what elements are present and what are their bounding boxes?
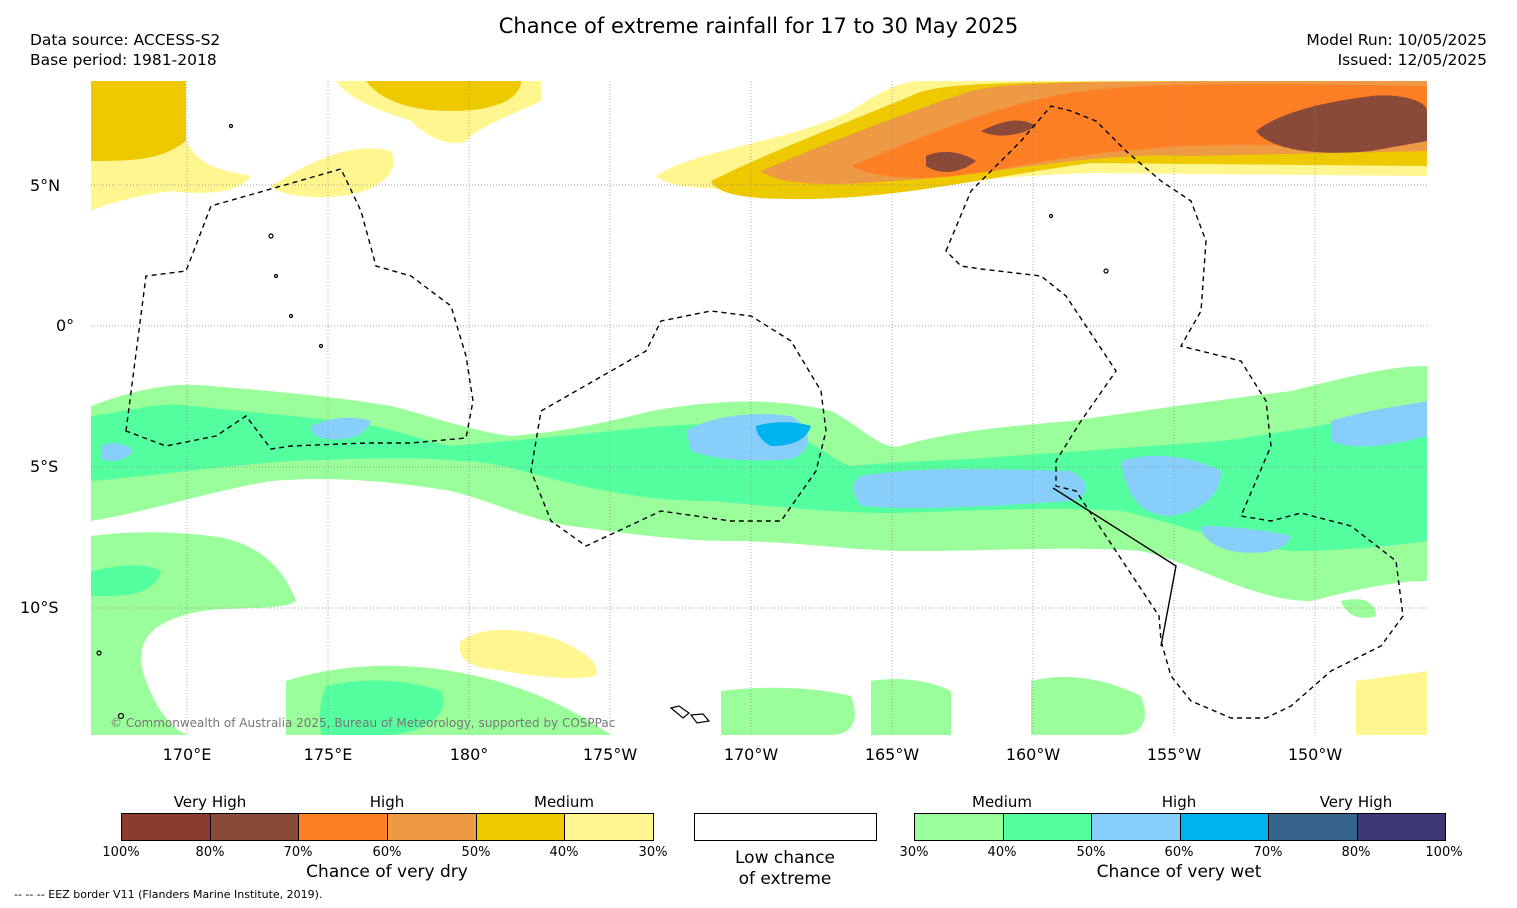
wet-tick-3: 60%	[1164, 845, 1194, 860]
dry-tick-2: 70%	[283, 845, 313, 860]
wet-tick-5: 80%	[1341, 845, 1371, 860]
dry-tick-6: 30%	[638, 845, 668, 860]
lon-label-150w: 150°W	[1287, 745, 1343, 764]
wet-swatch-4	[1269, 814, 1358, 840]
dry-swatch-4	[476, 814, 566, 840]
lat-label-5n: 5°N	[30, 176, 61, 195]
lon-label-180: 180°	[449, 745, 489, 764]
dry-tick-0: 100%	[102, 845, 140, 860]
lat-label-10s: 10°S	[20, 598, 59, 617]
lon-label-155w: 155°W	[1146, 745, 1202, 764]
dry-regions	[91, 81, 1427, 735]
dry-tick-3: 60%	[372, 845, 402, 860]
lat-label-0: 0°	[56, 316, 75, 335]
wet-tick-0: 30%	[899, 845, 929, 860]
dry-swatch-5	[565, 814, 654, 840]
dry-swatch-3	[388, 814, 477, 840]
page-title: Chance of extreme rainfall for 17 to 30 …	[498, 14, 1019, 38]
low-chance-line1: Low chance	[735, 848, 835, 868]
wet-regions	[91, 366, 1427, 735]
wet-tick-4: 70%	[1253, 845, 1283, 860]
dry-swatch-2	[299, 814, 389, 840]
model-run: Model Run: 10/05/2025	[1306, 31, 1487, 49]
dry-tick-1: 80%	[195, 845, 225, 860]
run-info: Model Run: 10/05/2025 Issued: 12/05/2025	[1306, 30, 1487, 70]
lat-label-5s: 5°S	[30, 457, 59, 476]
wet-swatch-1	[1003, 814, 1092, 840]
dry-swatch-1	[210, 814, 300, 840]
lon-label-170e: 170°E	[162, 745, 212, 764]
wet-swatch-0	[915, 814, 1004, 840]
dry-caption: Chance of very dry	[306, 862, 468, 882]
wet-caption: Chance of very wet	[1096, 862, 1262, 882]
lon-label-175e: 175°E	[303, 745, 353, 764]
dry-tick-5: 40%	[549, 845, 579, 860]
wet-level-very-high: Very High	[1319, 793, 1393, 811]
lon-label-160w: 160°W	[1005, 745, 1061, 764]
wet-tick-2: 50%	[1076, 845, 1106, 860]
lon-label-165w: 165°W	[864, 745, 920, 764]
data-info: Data source: ACCESS-S2 Base period: 1981…	[30, 30, 220, 70]
wet-tick-6: 100%	[1425, 845, 1463, 860]
region-line	[1052, 487, 1177, 647]
low-chance-caption: Low chance of extreme	[735, 848, 835, 890]
dry-level-very-high: Very High	[173, 793, 247, 811]
map-copyright: © Commonwealth of Australia 2025, Bureau…	[110, 716, 616, 730]
wet-swatch-5	[1357, 814, 1445, 840]
wet-swatch-2	[1092, 814, 1181, 840]
issued-date: Issued: 12/05/2025	[1337, 51, 1487, 69]
eez-borders	[125, 105, 1404, 719]
lon-label-170w: 170°W	[723, 745, 779, 764]
wet-level-medium: Medium	[972, 793, 1032, 811]
low-chance-swatch	[694, 813, 877, 841]
low-chance-line2: of extreme	[738, 869, 832, 889]
dry-tick-4: 50%	[461, 845, 491, 860]
wet-swatch-3	[1180, 814, 1269, 840]
wet-tick-1: 40%	[987, 845, 1017, 860]
base-period: Base period: 1981-2018	[30, 51, 217, 69]
eez-footnote: -- -- -- EEZ border V11 (Flanders Marine…	[14, 888, 323, 901]
rainfall-map	[91, 81, 1427, 735]
wet-level-high: High	[1161, 793, 1197, 811]
grid-lines	[91, 81, 1427, 735]
dry-level-high: High	[369, 793, 405, 811]
dry-level-medium: Medium	[534, 793, 594, 811]
islands	[96, 123, 1109, 724]
dry-swatch-0	[122, 814, 211, 840]
wet-color-bar	[914, 813, 1446, 841]
lon-label-175w: 175°W	[582, 745, 638, 764]
dry-color-bar	[121, 813, 654, 841]
data-source: Data source: ACCESS-S2	[30, 31, 221, 49]
